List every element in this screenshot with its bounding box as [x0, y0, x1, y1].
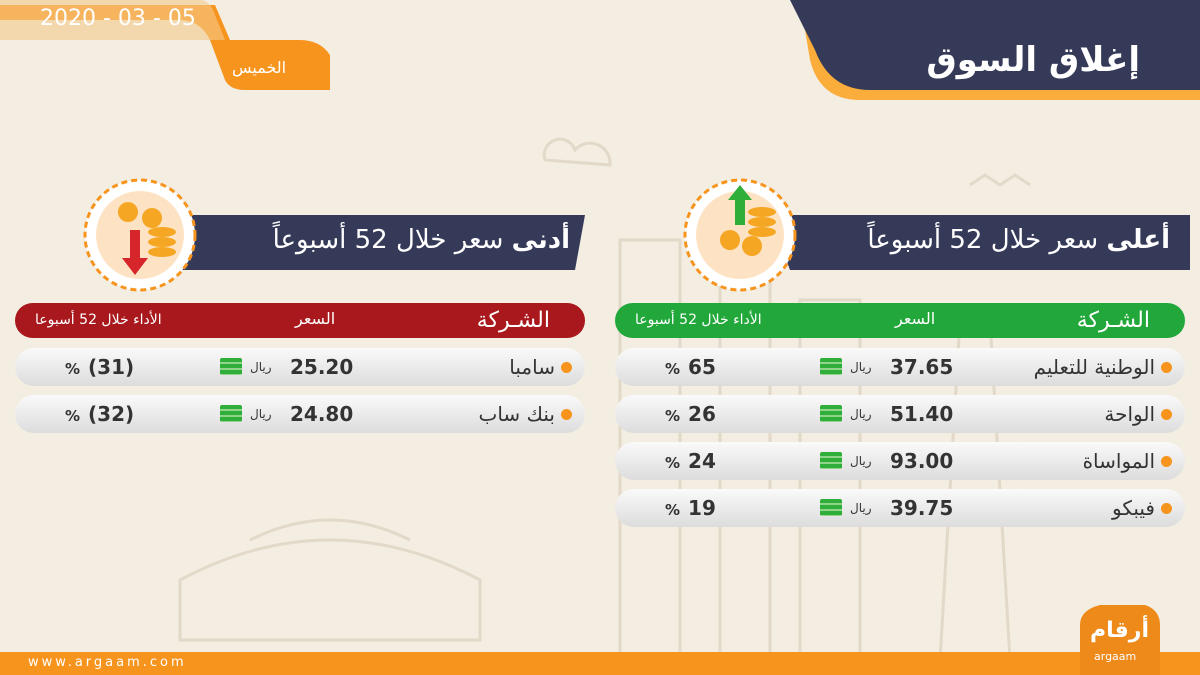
performance: % (31)	[65, 355, 134, 379]
column-header: الأداء خلال 52 أسبوعا	[635, 312, 762, 328]
currency: ريال	[850, 501, 872, 515]
logo-latin: argaam	[1094, 650, 1137, 663]
performance-value: 24	[688, 449, 716, 473]
panel-title-rest: سعر خلال 52 أسبوعاً	[867, 225, 1099, 255]
logo: أرقام	[1090, 618, 1149, 643]
performance: % 24	[665, 449, 716, 473]
row-dot	[561, 409, 572, 420]
currency: ريال	[850, 407, 872, 421]
performance: % 65	[665, 355, 716, 379]
column-header: الشـركة	[476, 308, 550, 333]
url: www.argaam.com	[28, 655, 187, 670]
company: المواساة	[1082, 449, 1155, 473]
row-dot	[1161, 503, 1172, 514]
panel-title: أعلى سعر خلال 52 أسبوعاً	[867, 225, 1170, 255]
title: إغلاق السوق	[926, 40, 1140, 80]
price: 39.75	[890, 496, 954, 520]
performance-value: (32)	[88, 402, 135, 426]
panel-title-bold: أعلى	[1106, 225, 1170, 255]
price: 51.40	[890, 402, 954, 426]
performance: % 19	[665, 496, 716, 520]
currency: ريال	[250, 407, 272, 421]
row-dot	[561, 362, 572, 373]
performance: % (32)	[65, 402, 134, 426]
panel-title-bold: أدنى	[511, 225, 570, 255]
table-header	[15, 303, 585, 338]
performance-value: 65	[688, 355, 716, 379]
day: الخميس	[232, 58, 287, 77]
panel-title-rest: سعر خلال 52 أسبوعاً	[272, 225, 504, 255]
money-icon	[820, 499, 842, 516]
row-dot	[1161, 456, 1172, 467]
column-header: السعر	[895, 309, 936, 328]
table-header	[615, 303, 1185, 338]
column-header: السعر	[295, 309, 336, 328]
panel-title: أدنى سعر خلال 52 أسبوعاً	[273, 225, 570, 255]
column-header: الأداء خلال 52 أسبوعا	[35, 312, 162, 328]
currency: ريال	[850, 454, 872, 468]
company: بنك ساب	[478, 402, 556, 426]
currency: ريال	[250, 360, 272, 374]
currency: ريال	[850, 360, 872, 374]
percent-sign: %	[665, 454, 681, 472]
performance-value: 26	[688, 402, 716, 426]
table-row	[615, 442, 1185, 480]
table-row	[615, 489, 1185, 527]
table-row	[615, 395, 1185, 433]
percent-sign: %	[65, 407, 81, 425]
price: 25.20	[290, 355, 354, 379]
company: سامبا	[509, 355, 555, 379]
table-row	[15, 395, 585, 433]
money-icon	[820, 358, 842, 375]
price: 24.80	[290, 402, 354, 426]
date: 2020 - 03 - 05	[40, 6, 196, 31]
performance-value: 19	[688, 496, 716, 520]
table-row	[15, 348, 585, 386]
percent-sign: %	[665, 501, 681, 519]
performance: % 26	[665, 402, 716, 426]
price: 93.00	[890, 449, 954, 473]
company: الواحة	[1104, 402, 1155, 426]
money-icon	[220, 358, 242, 375]
row-dot	[1161, 362, 1172, 373]
performance-value: (31)	[88, 355, 135, 379]
money-icon	[820, 405, 842, 422]
percent-sign: %	[665, 360, 681, 378]
row-dot	[1161, 409, 1172, 420]
percent-sign: %	[665, 407, 681, 425]
percent-sign: %	[65, 360, 81, 378]
price: 37.65	[890, 355, 954, 379]
table-row	[615, 348, 1185, 386]
column-header: الشـركة	[1076, 308, 1150, 333]
company: فيبكو	[1111, 496, 1155, 520]
money-icon	[820, 452, 842, 469]
money-icon	[220, 405, 242, 422]
company: الوطنية للتعليم	[1033, 355, 1155, 379]
